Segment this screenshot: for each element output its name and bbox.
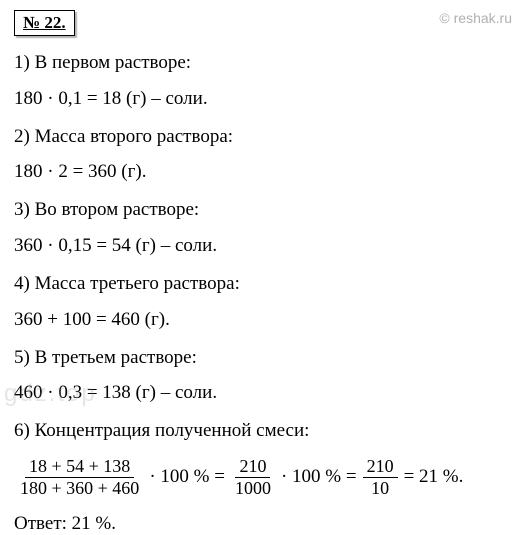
fraction-2: 210 1000 — [231, 456, 275, 499]
step-4-calc: 360 + 100 = 460 (г). — [14, 309, 512, 331]
operation-2: · 100 % = — [281, 466, 357, 488]
answer-text: Ответ: 21 %. — [14, 513, 512, 535]
problem-number-box: № 22. — [14, 10, 75, 36]
fraction-1-denominator: 180 + 360 + 460 — [16, 478, 143, 499]
watermark-left: gdz.top — [4, 380, 97, 408]
step-6-text: 6) Концентрация полученной смеси: — [14, 418, 512, 444]
fraction-3-numerator: 210 — [363, 456, 398, 478]
watermark-top-right: © reshak.ru — [439, 10, 512, 26]
step-4-text: 4) Масса третьего раствора: — [14, 271, 512, 297]
fraction-3: 210 10 — [363, 456, 398, 499]
operation-1: · 100 % = — [149, 466, 225, 488]
fraction-2-numerator: 210 — [235, 456, 270, 478]
result-text: = 21 %. — [404, 466, 464, 488]
problem-number: № 22. — [23, 13, 66, 32]
fraction-1: 18 + 54 + 138 180 + 360 + 460 — [16, 456, 143, 499]
step-1-text: 1) В первом растворе: — [14, 50, 512, 76]
fraction-calculation: 18 + 54 + 138 180 + 360 + 460 · 100 % = … — [14, 456, 512, 499]
step-5-text: 5) В третьем растворе: — [14, 345, 512, 371]
step-1-calc: 180 · 0,1 = 18 (г) – соли. — [14, 88, 512, 110]
step-2-text: 2) Масса второго раствора: — [14, 124, 512, 150]
fraction-2-denominator: 1000 — [231, 478, 275, 499]
fraction-1-numerator: 18 + 54 + 138 — [25, 456, 134, 478]
step-2-calc: 180 · 2 = 360 (г). — [14, 161, 512, 183]
step-3-text: 3) Во втором растворе: — [14, 197, 512, 223]
fraction-3-denominator: 10 — [367, 478, 393, 499]
step-3-calc: 360 · 0,15 = 54 (г) – соли. — [14, 235, 512, 257]
